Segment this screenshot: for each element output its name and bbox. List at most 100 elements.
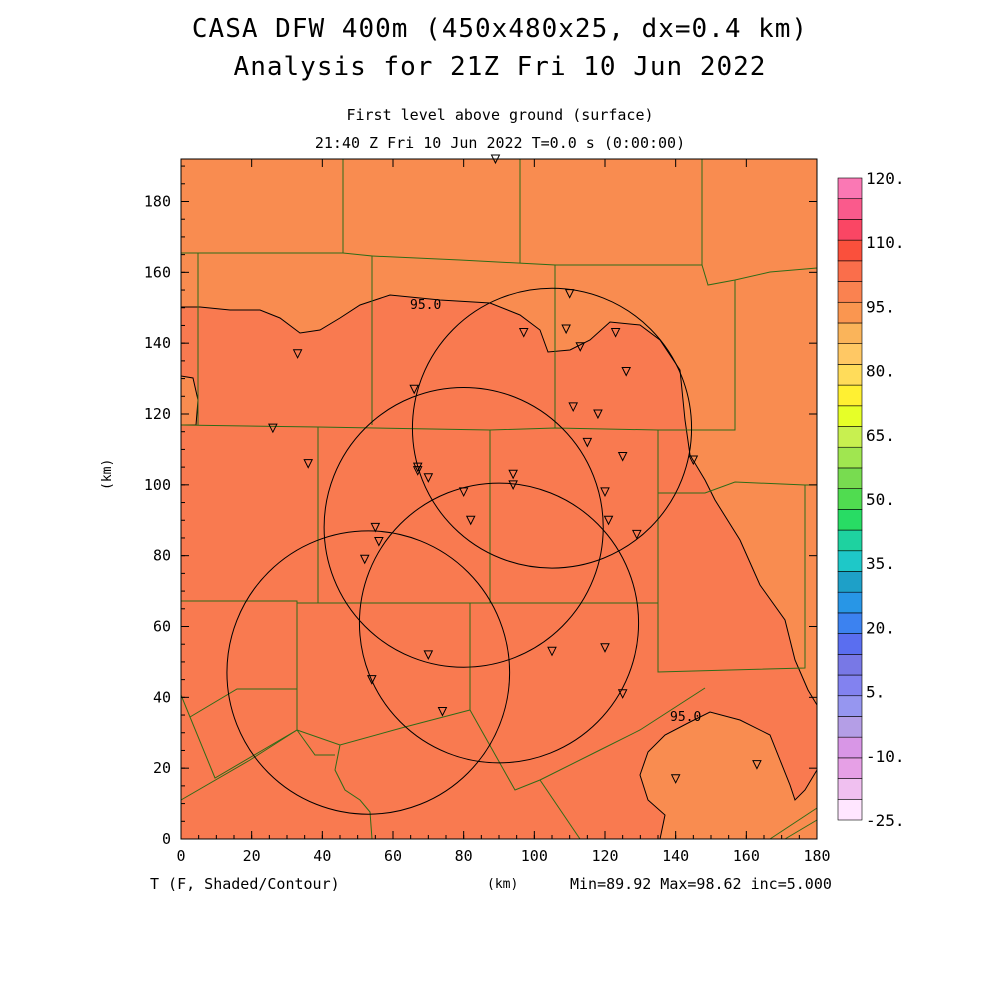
colorbar-label: -25. — [866, 811, 905, 830]
colorbar-label: 5. — [866, 683, 885, 702]
x-tick-label: 120 — [591, 847, 618, 865]
colorbar-swatch — [837, 571, 863, 593]
y-tick-label: 160 — [144, 263, 171, 281]
colorbar-swatch — [837, 695, 863, 717]
colorbar-swatch — [837, 633, 863, 655]
station-marker — [508, 469, 518, 480]
x-axis-label: (km) — [487, 877, 519, 892]
x-axis: 0 20 40 60 80 100 120 140 160 180 — [176, 159, 831, 865]
station-marker — [508, 480, 518, 490]
colorbar-swatch — [837, 198, 863, 220]
colorbar-label: 120. — [866, 169, 905, 188]
range-ring-north-east — [411, 287, 693, 569]
colorbar-swatch — [837, 736, 863, 759]
y-tick-label: 80 — [153, 547, 171, 565]
colorbar-swatch — [837, 426, 863, 448]
station-marker — [423, 650, 434, 660]
station-marker — [670, 774, 681, 784]
station-marker — [547, 646, 557, 657]
station-marker — [582, 437, 593, 448]
station-marker — [600, 643, 610, 653]
x-tick-label: 160 — [733, 847, 760, 865]
colorbar-label: 20. — [866, 618, 895, 637]
x-tick-label: 40 — [313, 847, 331, 865]
range-ring-south-east — [358, 482, 640, 764]
station-marker — [465, 515, 476, 526]
station-marker — [268, 423, 278, 434]
colorbar-label: 110. — [866, 233, 905, 252]
y-tick-label: 60 — [153, 618, 171, 636]
colorbar-label: 95. — [866, 297, 895, 316]
colorbar-swatch — [837, 488, 863, 510]
colorbar-label: -10. — [866, 747, 905, 766]
colorbar-swatch — [837, 529, 863, 552]
colorbar-swatch — [837, 674, 863, 697]
station-marker — [303, 459, 314, 469]
x-tick-label: 140 — [662, 847, 689, 865]
colorbar-label: 50. — [866, 490, 895, 509]
colorbar-swatch — [837, 798, 863, 821]
colorbar-swatch — [837, 239, 863, 262]
range-ring-south-west — [226, 530, 511, 815]
colorbar-swatch — [837, 612, 863, 634]
x-tick-label: 180 — [803, 847, 830, 865]
x-tick-label: 20 — [243, 847, 261, 865]
station-marker — [518, 328, 529, 338]
station-marker — [631, 529, 642, 540]
colorbar-swatch — [837, 446, 863, 469]
y-tick-label: 40 — [153, 688, 171, 706]
time-label: 21:40 Z Fri 10 Jun 2022 T=0.0 s (0:00:00… — [314, 134, 686, 152]
station-marker — [561, 324, 571, 335]
x-tick-label: 80 — [455, 847, 473, 865]
colorbar-swatch — [837, 343, 863, 365]
colorbar-swatch — [837, 778, 863, 800]
colorbar-swatch — [837, 322, 863, 344]
station-marker — [593, 409, 603, 420]
contour-label-south: 95.0 — [670, 710, 701, 725]
colorbar-label: 80. — [866, 362, 895, 381]
station-marker — [423, 473, 434, 483]
field-stats: Min=89.92 Max=98.62 inc=5.000 — [570, 875, 832, 893]
station-marker — [617, 452, 628, 462]
colorbar-label: 65. — [866, 426, 895, 445]
radar-range-rings — [226, 287, 693, 815]
station-marker — [409, 384, 420, 395]
colorbar-swatch — [837, 219, 863, 241]
cool-region-south-east — [639, 711, 818, 840]
colorbar-swatch — [837, 405, 863, 427]
chart-title: CASA DFW 400m (450x480x25, dx=0.4 km) — [191, 14, 809, 44]
colorbar-swatch — [837, 384, 863, 407]
colorbar-swatch — [837, 757, 863, 779]
variable-label: T (F, Shaded/Contour) — [150, 875, 340, 893]
colorbar-swatch — [837, 716, 863, 738]
colorbar-swatch — [837, 281, 863, 303]
x-tick-label: 60 — [384, 847, 402, 865]
y-axis-label: (km) — [100, 458, 115, 490]
station-marker — [374, 537, 384, 547]
colorbar-swatch — [837, 364, 863, 386]
colorbar-swatch — [837, 591, 863, 614]
station-marker — [437, 707, 448, 717]
station-marker — [600, 487, 610, 498]
station-marker — [412, 466, 423, 476]
y-tick-label: 0 — [162, 830, 171, 848]
y-tick-label: 20 — [153, 759, 171, 777]
station-marker — [688, 455, 699, 466]
station-marker — [621, 367, 632, 377]
x-tick-label: 0 — [176, 847, 185, 865]
station-marker — [359, 554, 370, 565]
range-ring-central — [323, 386, 604, 668]
colorbar-swatch — [837, 467, 863, 489]
colorbar-swatch — [837, 177, 863, 200]
chart-subtitle: Analysis for 21Z Fri 10 Jun 2022 — [233, 52, 767, 82]
station-marker — [752, 760, 762, 770]
county-boundaries — [180, 159, 818, 840]
station-marker — [603, 515, 614, 526]
colorbar-swatch — [837, 654, 863, 676]
colorbar-label: 35. — [866, 554, 895, 573]
contour-label-north: 95.0 — [410, 298, 441, 313]
level-label: First level above ground (surface) — [346, 106, 654, 124]
x-tick-label: 100 — [521, 847, 548, 865]
station-marker — [292, 349, 303, 359]
